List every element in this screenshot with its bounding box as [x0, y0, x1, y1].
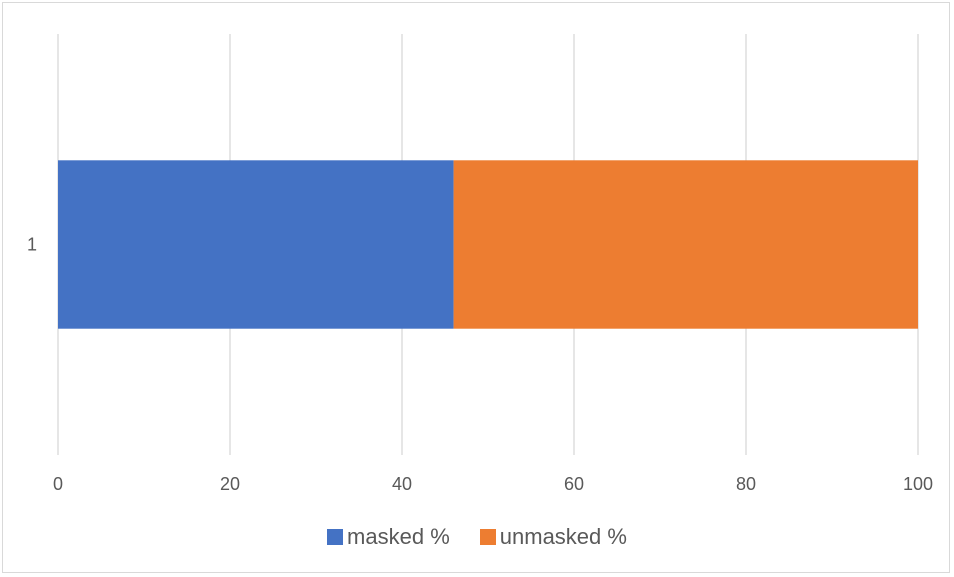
- chart-legend: masked % unmasked %: [0, 524, 954, 550]
- bar-segment-masked: [58, 160, 454, 329]
- legend-swatch-unmasked: [479, 529, 496, 545]
- x-tick-label: 0: [53, 474, 63, 494]
- legend-swatch-masked: [327, 529, 344, 545]
- bar-segment-unmasked: [453, 160, 918, 329]
- legend-label-unmasked: unmasked %: [499, 524, 627, 549]
- legend-item-masked: masked %: [327, 524, 450, 550]
- legend-label-masked: masked %: [347, 524, 450, 549]
- legend-item-unmasked: unmasked %: [479, 524, 627, 550]
- x-tick-label: 20: [220, 474, 240, 494]
- x-tick-label: 40: [392, 474, 412, 494]
- x-tick-label: 100: [903, 474, 933, 494]
- y-category-label: 1: [27, 235, 37, 255]
- x-tick-label: 80: [736, 474, 756, 494]
- x-tick-label: 60: [564, 474, 584, 494]
